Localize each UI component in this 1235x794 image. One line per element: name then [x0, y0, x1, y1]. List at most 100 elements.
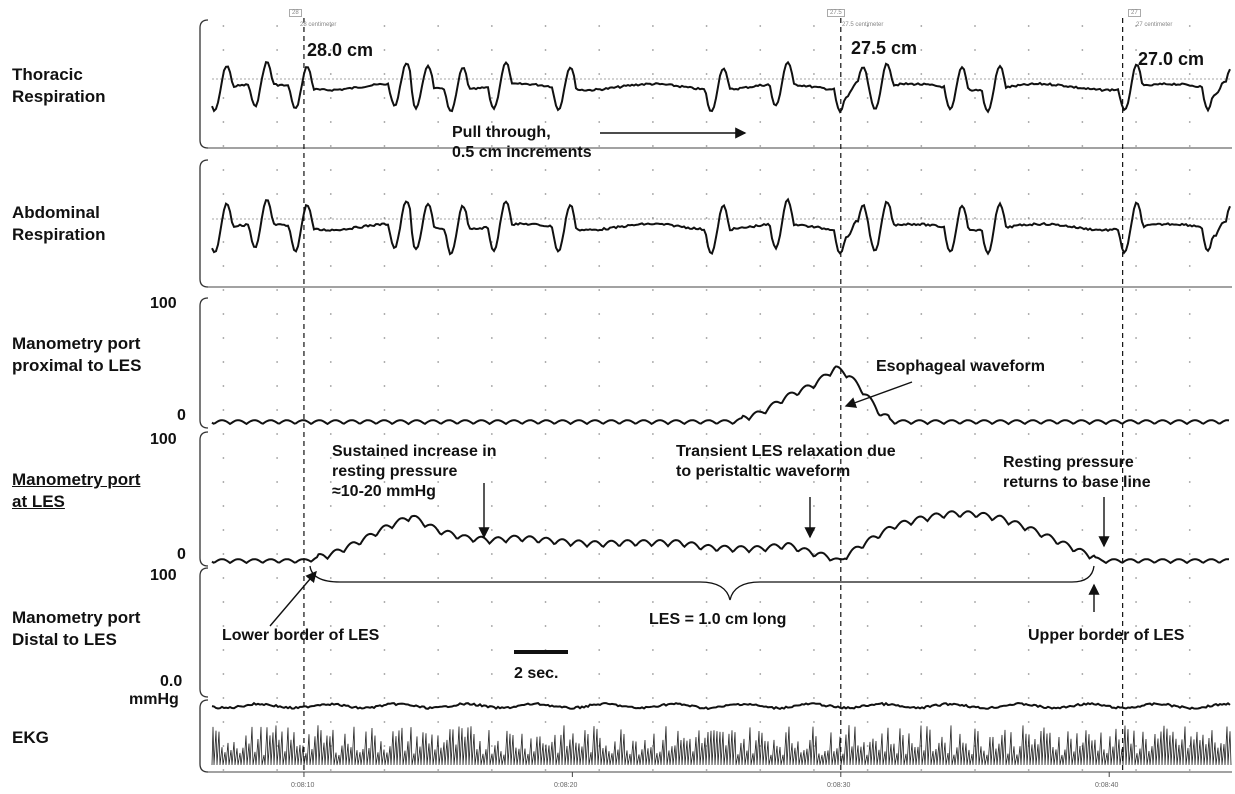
grid-dot: [383, 409, 386, 411]
grid-dot: [813, 145, 815, 147]
grid-dot: [1135, 25, 1137, 27]
grid-dot: [974, 25, 976, 27]
grid-dot: [437, 289, 440, 291]
grid-dot: [920, 25, 923, 27]
grid-dot: [544, 217, 547, 219]
grid-dot: [1027, 145, 1030, 147]
grid-dot: [490, 649, 493, 651]
grid-dot: [544, 433, 547, 435]
grid-dot: [813, 625, 815, 627]
grid-dot: [651, 529, 654, 531]
grid-dot: [705, 601, 708, 603]
grid-dot: [705, 313, 708, 315]
grid-dot: [490, 217, 493, 219]
time-tick-label: 0:08:20: [554, 782, 578, 789]
grid-dot: [1135, 313, 1137, 315]
grid-dot: [437, 481, 440, 483]
grid-dot: [276, 145, 279, 147]
grid-dot: [920, 769, 923, 771]
grid-dot: [974, 145, 976, 147]
grid-dot: [974, 193, 976, 195]
grid-dot: [276, 97, 279, 99]
grid-dot: [544, 577, 547, 579]
grid-dot: [651, 649, 654, 651]
grid-dot: [1081, 769, 1084, 771]
grid-dot: [866, 289, 869, 291]
grid-dot: [705, 409, 708, 411]
grid-dot: [1188, 481, 1191, 483]
lower-border-arrow: [269, 570, 317, 627]
proximal-label: Manometry port proximal to LES: [12, 334, 142, 375]
channel-frames: [199, 19, 1232, 773]
grid-dot: [813, 433, 815, 435]
grid-dot: [383, 313, 386, 315]
grid-dot: [1135, 145, 1137, 147]
grid-dot: [437, 241, 440, 243]
at-les-label: Manometry port at LES: [12, 470, 141, 511]
transient-annotation: Transient LES relaxation due to peristalt…: [676, 443, 896, 480]
grid-dot: [866, 505, 869, 507]
grid-dot: [222, 649, 225, 651]
grid-dot: [866, 145, 869, 147]
grid-dot: [651, 601, 654, 603]
grid-dot: [490, 361, 493, 363]
grid-dot: [920, 145, 923, 147]
grid-dot: [1188, 121, 1191, 123]
grid-dot: [1188, 433, 1191, 435]
proximal-trace: [211, 365, 1230, 426]
grid-dot: [1081, 433, 1084, 435]
grid-dot: [920, 457, 923, 459]
grid-dot: [759, 97, 762, 99]
grid-dot: [437, 97, 440, 99]
grid-dot: [759, 193, 762, 195]
grid-dot: [383, 505, 386, 507]
grid-dot: [276, 313, 279, 315]
grid-dot: [866, 265, 869, 267]
grid-dot: [276, 673, 279, 675]
grid-dot: [598, 649, 601, 651]
time-tick-label: 0:08:30: [827, 782, 851, 789]
grid-dot: [759, 145, 762, 147]
grid-dot: [759, 433, 762, 435]
grid-dot: [1081, 649, 1084, 651]
grid-dot: [276, 625, 279, 627]
grid-dot: [759, 553, 762, 555]
grid-dot: [1188, 529, 1191, 531]
grid-dot: [1188, 601, 1191, 603]
grid-dot: [329, 529, 332, 531]
grid-dot: [276, 553, 279, 555]
grid-dot: [329, 313, 332, 315]
grid-dot: [276, 265, 279, 267]
grid-dot: [1188, 673, 1191, 675]
grid-dot: [329, 577, 332, 579]
grid-dot: [1027, 25, 1030, 27]
grid-dot: [598, 193, 601, 195]
grid-dot: [383, 337, 386, 339]
grid-dot: [490, 505, 493, 507]
grid-dot: [1027, 553, 1030, 555]
grid-dot: [974, 625, 976, 627]
channel-bracket: [199, 297, 209, 429]
grid-dot: [1135, 553, 1137, 555]
abdominal-trace: [211, 197, 1231, 256]
grid-dot: [651, 433, 654, 435]
grid-dot: [1027, 673, 1030, 675]
grid-dot: [222, 625, 225, 627]
grid-dot: [866, 337, 869, 339]
grid-dot: [974, 577, 976, 579]
grid-dot: [598, 337, 601, 339]
marker-27-small: 27 centimeter: [1136, 22, 1173, 28]
grid-dot: [1135, 529, 1137, 531]
grid-dot: [866, 385, 869, 387]
grid-dot: [437, 193, 440, 195]
grid-dot: [813, 673, 815, 675]
grid-dot: [598, 553, 601, 555]
pull-through-annotation: Pull through, 0.5 cm increments: [452, 124, 592, 161]
grid-dot: [1027, 169, 1030, 171]
grid-dot: [383, 481, 386, 483]
grid-dot: [866, 97, 869, 99]
grid-dot: [1027, 265, 1030, 267]
grid-dot: [920, 73, 923, 75]
grid-dot: [705, 529, 708, 531]
grid-dot: [1027, 241, 1030, 243]
